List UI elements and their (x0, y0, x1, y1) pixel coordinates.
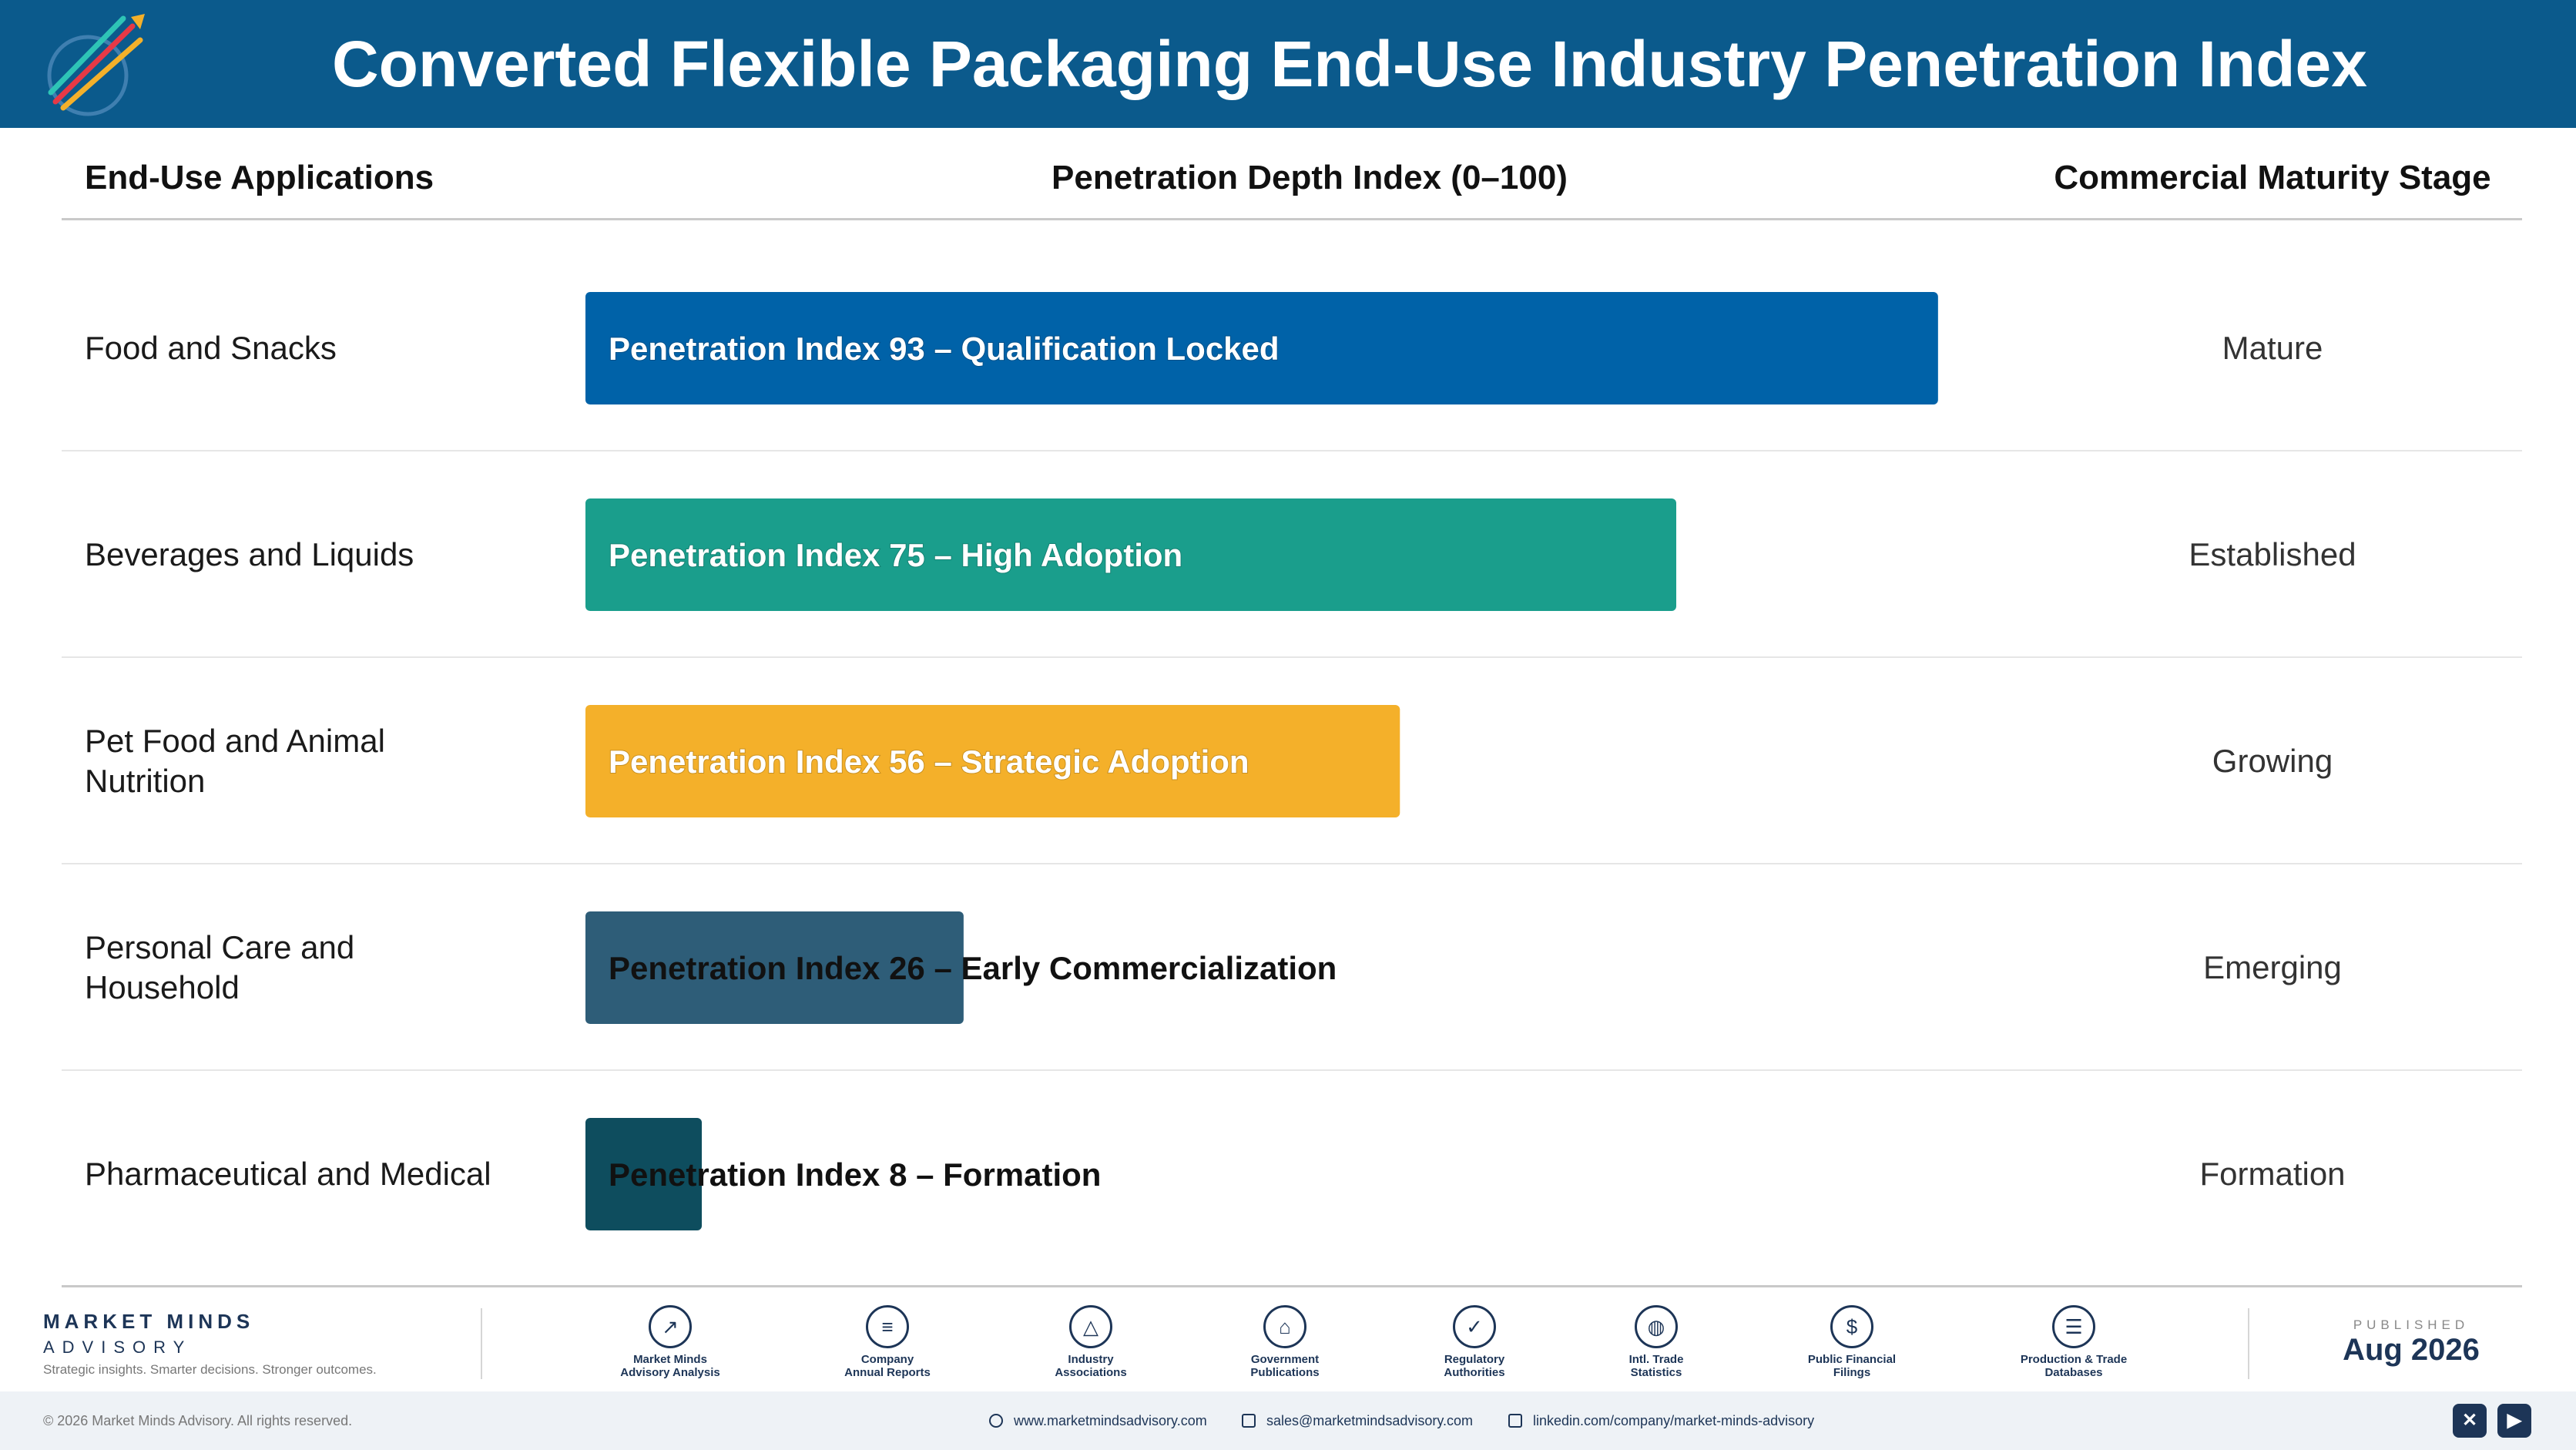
maturity-stage-label: Mature (2222, 330, 2323, 366)
row-divider (62, 656, 2522, 658)
footer: MARKET MINDS ADVISORY Strategic insights… (0, 1294, 2576, 1391)
linkedin-link[interactable]: linkedin.com/company/market-minds-adviso… (1508, 1391, 1814, 1450)
table-row: Pet Food and Animal Nutrition Growing (62, 658, 2522, 864)
bar-food-and-snacks (585, 292, 1938, 404)
mail-icon (1242, 1414, 1256, 1428)
website-link[interactable]: www.marketmindsadvisory.com (989, 1391, 1207, 1450)
table-row: Personal Care and Household Emerging (62, 864, 2522, 1071)
table-row: Beverages and Liquids Established (62, 451, 2522, 658)
globe-icon (989, 1414, 1003, 1428)
table-row: Food and Snacks Mature (62, 245, 2522, 451)
company-logo-icon (47, 14, 145, 116)
table-row: Pharmaceutical and Medical Formation (62, 1071, 2522, 1277)
youtube-social-icon[interactable]: ▶ (2497, 1404, 2531, 1438)
row-divider (62, 1069, 2522, 1071)
bar-data-label: Penetration Index 8 – Formation (609, 1156, 1101, 1193)
government-building-icon: ⌂ (1263, 1305, 1306, 1348)
application-label: Food and Snacks (85, 330, 337, 366)
bar-data-label: Penetration Index 93 – Qualification Loc… (609, 331, 1280, 367)
source-item: ◍ Intl. Trade Statistics (1579, 1305, 1733, 1379)
bar-data-label: Penetration Index 56 – Strategic Adoptio… (609, 743, 1249, 780)
maturity-stage-label: Emerging (2203, 949, 2342, 985)
shield-icon: ✓ (1453, 1305, 1496, 1348)
maturity-stage-label: Established (2189, 536, 2356, 572)
bar-personal-care-and-household (585, 911, 964, 1024)
source-item: ≡ Company Annual Reports (810, 1305, 964, 1379)
application-label: Personal Care and Household (85, 929, 355, 1005)
source-item: ☰ Production & Trade Databases (1997, 1305, 2151, 1379)
footer-separator (2248, 1308, 2249, 1379)
column-header-index: Penetration Depth Index (0–100) (1052, 159, 1568, 196)
column-header-applications: End-Use Applications (85, 159, 434, 196)
linkedin-icon (1508, 1414, 1522, 1428)
document-icon: ≡ (866, 1305, 909, 1348)
copyright-text: © 2026 Market Minds Advisory. All rights… (43, 1413, 353, 1428)
globe-icon: ◍ (1635, 1305, 1678, 1348)
source-item: ⌂ Government Publications (1208, 1305, 1362, 1379)
footer-separator (481, 1308, 482, 1379)
maturity-stage-label: Formation (2199, 1156, 2346, 1192)
x-social-icon[interactable]: ✕ (2453, 1404, 2487, 1438)
application-label: Beverages and Liquids (85, 536, 414, 572)
bar-data-label: Penetration Index 26 – Early Commerciali… (609, 950, 1337, 986)
bar-pharmaceutical-and-medical (585, 1118, 703, 1230)
published-kicker: PUBLISHED (2353, 1317, 2470, 1332)
database-icon: ☰ (2052, 1305, 2095, 1348)
header-banner: Converted Flexible Packaging End-Use Ind… (0, 0, 2576, 128)
brand-tagline: Strategic insights. Smarter decisions. S… (43, 1362, 377, 1377)
application-label: Pharmaceutical and Medical (85, 1156, 491, 1192)
trend-chart-icon: ↗ (649, 1305, 692, 1348)
page-title: Converted Flexible Packaging End-Use Ind… (332, 28, 2367, 100)
source-item: △ Industry Associations (1014, 1305, 1168, 1379)
row-divider (62, 863, 2522, 864)
published-date: Aug 2026 (2343, 1333, 2480, 1367)
penetration-bar-chart: Penetration Index 93 – Qualification Loc… (585, 292, 1938, 1230)
brand-subtitle: ADVISORY (43, 1338, 193, 1357)
network-icon: △ (1069, 1305, 1112, 1348)
footer-divider (62, 1285, 2522, 1287)
row-divider (62, 450, 2522, 451)
source-item: ↗ Market Minds Advisory Analysis (593, 1305, 747, 1379)
bar-beverages-and-liquids (585, 498, 1676, 611)
maturity-stage-label: Growing (2212, 743, 2333, 779)
source-item: ✓ Regulatory Authorities (1397, 1305, 1551, 1379)
dollar-coin-icon: $ (1830, 1305, 1873, 1348)
source-item: $ Public Financial Filings (1775, 1305, 1929, 1379)
application-label: Pet Food and Animal Nutrition (85, 723, 385, 799)
header-divider (62, 218, 2522, 220)
brand-name: MARKET MINDS (43, 1310, 255, 1333)
email-link[interactable]: sales@marketmindsadvisory.com (1242, 1391, 1473, 1450)
bar-pet-food-and-animal-nutrition (585, 705, 1400, 817)
contact-bar: © 2026 Market Minds Advisory. All rights… (0, 1391, 2576, 1450)
bar-data-label: Penetration Index 75 – High Adoption (609, 537, 1182, 573)
column-header-stage: Commercial Maturity Stage (2054, 159, 2491, 196)
